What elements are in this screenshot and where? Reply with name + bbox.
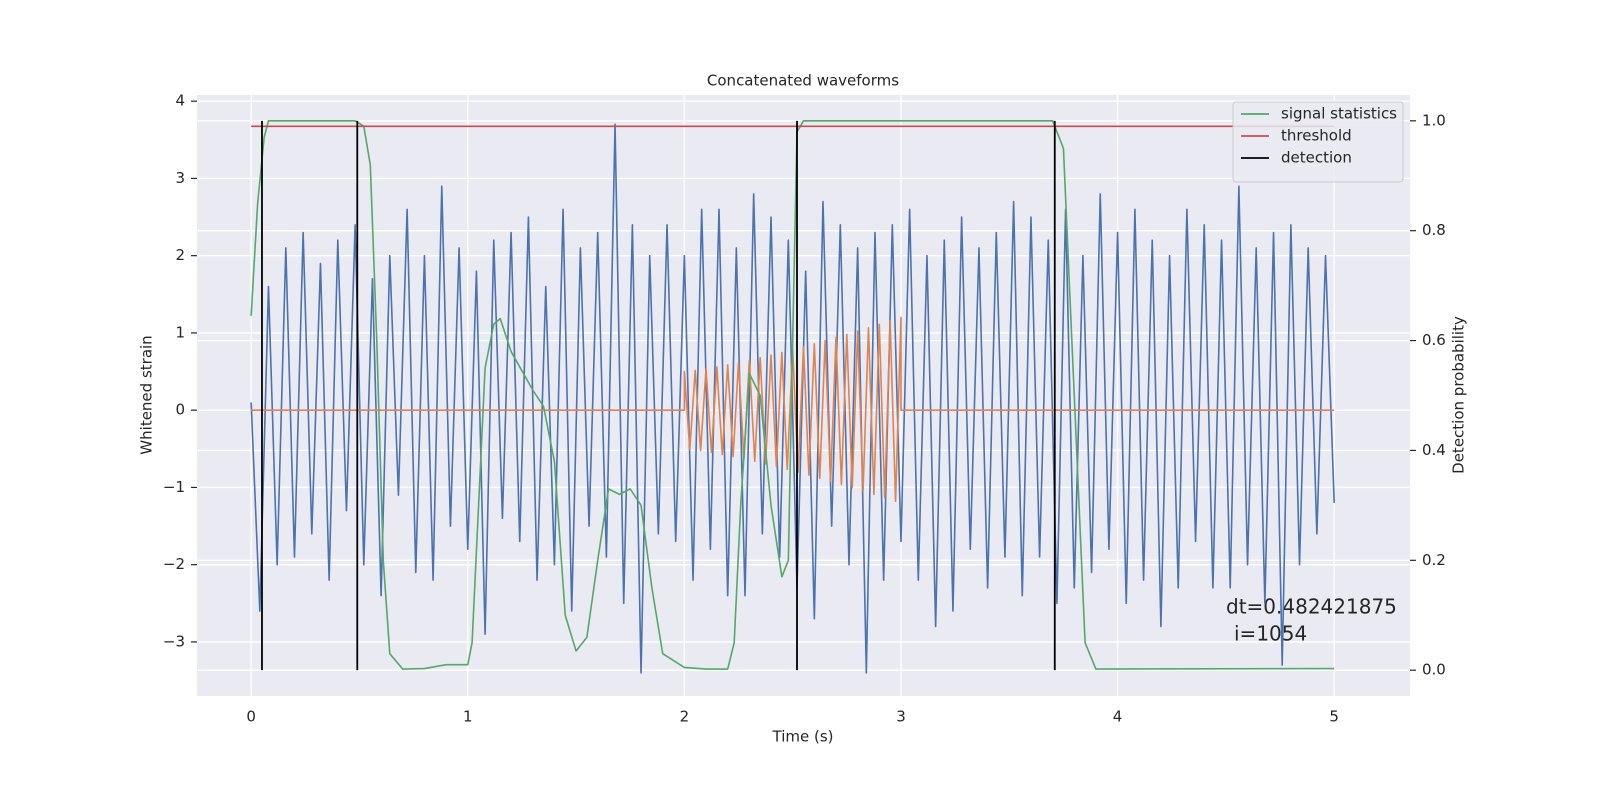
legend-label: threshold <box>1281 127 1352 145</box>
y-tick-label: 2 <box>175 246 185 264</box>
x-tick-label: 5 <box>1329 708 1339 726</box>
chart-title: Concatenated waveforms <box>707 72 899 90</box>
legend: signal statistics threshold detection <box>1232 101 1404 183</box>
annotation: dt=0.482421875 <box>1226 595 1397 619</box>
legend-label: signal statistics <box>1281 105 1397 123</box>
x-tick-label: 4 <box>1113 708 1123 726</box>
y-tick-label: −1 <box>163 478 185 496</box>
y-tick-label: −3 <box>163 632 185 650</box>
y2-tick-label: 0.6 <box>1422 331 1446 349</box>
y2-tick-label: 1.0 <box>1422 111 1446 129</box>
legend-label: detection <box>1281 149 1352 167</box>
grid <box>197 95 1410 696</box>
y2-axis-label: Detection probability <box>1450 316 1468 474</box>
y-axis-label: Whitened strain <box>138 335 156 454</box>
y-tick-label: 4 <box>175 92 185 110</box>
y-tick-label: 1 <box>175 323 185 341</box>
y-tick-label: −2 <box>163 555 185 573</box>
x-axis-label: Time (s) <box>772 728 834 746</box>
x-tick-label: 3 <box>896 708 906 726</box>
y2-tick-label: 0.8 <box>1422 221 1446 239</box>
x-tick-label: 1 <box>463 708 473 726</box>
y2-tick-label: 0.4 <box>1422 441 1446 459</box>
y2-tick-label: 0.2 <box>1422 551 1446 569</box>
series-line <box>250 120 1335 670</box>
y-tick-label: 0 <box>175 401 185 419</box>
legend-box <box>1232 101 1404 183</box>
x-tick-label: 0 <box>246 708 256 726</box>
series-line <box>250 123 1335 674</box>
y2-tick-label: 0.0 <box>1422 661 1446 679</box>
x-tick-label: 2 <box>680 708 690 726</box>
y-tick-label: 3 <box>175 169 185 187</box>
